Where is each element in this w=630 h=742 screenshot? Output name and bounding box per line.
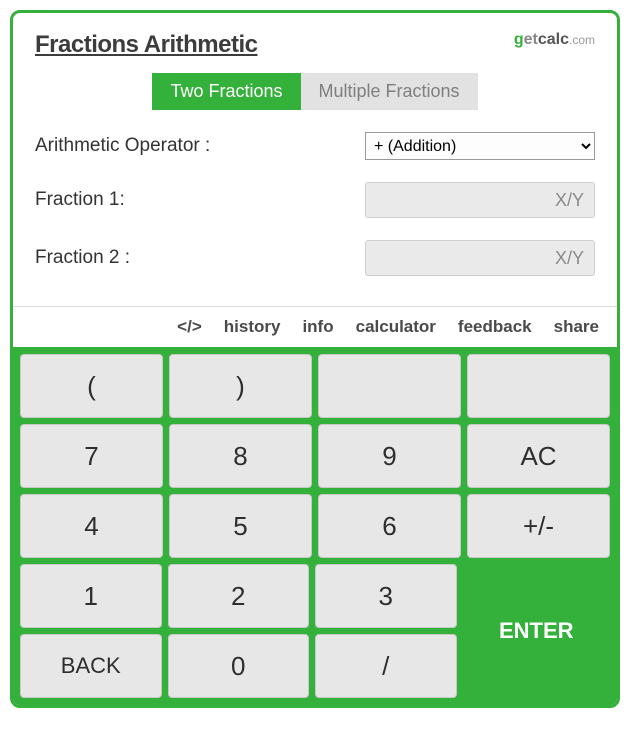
key-lparen[interactable]: ( — [20, 354, 163, 418]
feedback-button[interactable]: feedback — [458, 317, 532, 337]
fraction1-label: Fraction 1: — [35, 189, 125, 211]
fraction2-row: Fraction 2 : — [35, 240, 595, 276]
mode-tabs: Two Fractions Multiple Fractions — [35, 73, 595, 110]
history-button[interactable]: history — [224, 317, 281, 337]
key-enter[interactable]: ENTER — [463, 564, 611, 698]
enter-column: ENTER — [463, 564, 611, 698]
key-6[interactable]: 6 — [318, 494, 461, 558]
key-row-1: ( ) — [17, 351, 613, 421]
key-row-3: 4 5 6 +/- — [17, 491, 613, 561]
logo-et: et — [524, 31, 538, 48]
calculator-panel: Fractions Arithmetic getcalc.com Two Fra… — [10, 10, 620, 708]
brand-logo: getcalc.com — [514, 31, 595, 49]
fraction2-label: Fraction 2 : — [35, 247, 130, 269]
page-title: Fractions Arithmetic — [35, 31, 258, 59]
key-row-4: 1 2 3 — [17, 561, 460, 631]
logo-calc: calc — [538, 31, 569, 48]
key-empty-1 — [318, 354, 461, 418]
operator-select-wrap: + (Addition) — [365, 132, 595, 160]
header-row: Fractions Arithmetic getcalc.com — [35, 31, 595, 59]
top-section: Fractions Arithmetic getcalc.com Two Fra… — [13, 13, 617, 306]
operator-label: Arithmetic Operator : — [35, 135, 210, 157]
logo-com: .com — [569, 33, 595, 47]
bottom-left: 1 2 3 BACK 0 / — [17, 561, 460, 701]
key-7[interactable]: 7 — [20, 424, 163, 488]
key-plus-minus[interactable]: +/- — [467, 494, 610, 558]
operator-row: Arithmetic Operator : + (Addition) — [35, 132, 595, 160]
key-row-2: 7 8 9 AC — [17, 421, 613, 491]
key-ac[interactable]: AC — [467, 424, 610, 488]
fraction2-input[interactable] — [365, 240, 595, 276]
key-8[interactable]: 8 — [169, 424, 312, 488]
key-9[interactable]: 9 — [318, 424, 461, 488]
bottom-rows: 1 2 3 BACK 0 / ENTER — [17, 561, 613, 701]
key-row-5: BACK 0 / — [17, 631, 460, 701]
key-0[interactable]: 0 — [168, 634, 310, 698]
info-button[interactable]: info — [302, 317, 333, 337]
key-slash[interactable]: / — [315, 634, 457, 698]
key-3[interactable]: 3 — [315, 564, 457, 628]
key-back[interactable]: BACK — [20, 634, 162, 698]
key-2[interactable]: 2 — [168, 564, 310, 628]
key-5[interactable]: 5 — [169, 494, 312, 558]
operator-select[interactable]: + (Addition) — [365, 132, 595, 160]
tab-multiple-fractions[interactable]: Multiple Fractions — [301, 73, 478, 110]
keypad: ( ) 7 8 9 AC 4 5 6 +/- 1 2 3 — [13, 347, 617, 705]
toolbar: </> history info calculator feedback sha… — [13, 306, 617, 347]
embed-button[interactable]: </> — [177, 317, 202, 337]
tab-two-fractions[interactable]: Two Fractions — [152, 73, 300, 110]
fraction1-row: Fraction 1: — [35, 182, 595, 218]
key-rparen[interactable]: ) — [169, 354, 312, 418]
key-1[interactable]: 1 — [20, 564, 162, 628]
share-button[interactable]: share — [554, 317, 599, 337]
logo-g-icon: g — [514, 31, 524, 48]
fraction1-input[interactable] — [365, 182, 595, 218]
key-4[interactable]: 4 — [20, 494, 163, 558]
key-empty-2 — [467, 354, 610, 418]
calculator-button[interactable]: calculator — [356, 317, 436, 337]
